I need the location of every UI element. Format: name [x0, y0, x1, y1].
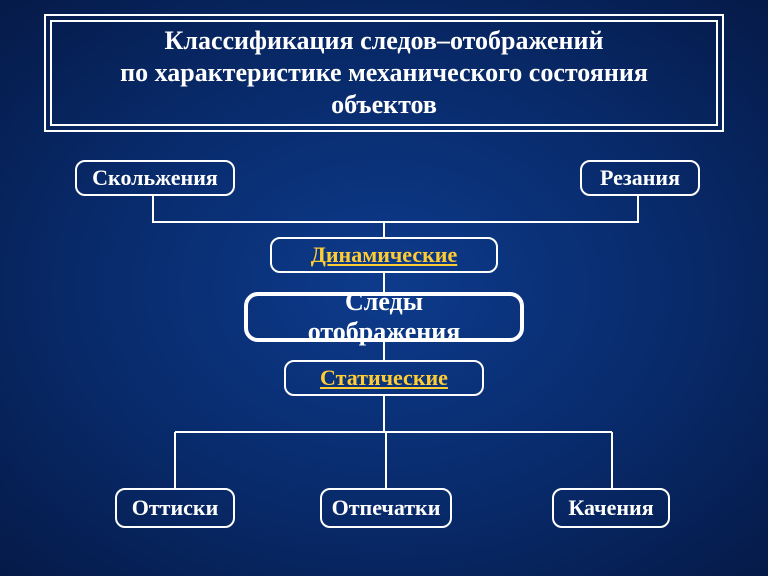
title-line-2: по характеристике механического состояни… [120, 58, 648, 88]
node-cutting: Резания [580, 160, 700, 196]
node-cutting-label: Резания [600, 165, 680, 191]
node-central: Следы отображения [244, 292, 524, 342]
node-prints-label: Отпечатки [332, 495, 441, 521]
connector [153, 196, 384, 237]
node-dynamic: Динамические [270, 237, 498, 273]
node-impress-label: Оттиски [132, 495, 219, 521]
title-inner: Классификация следов–отображений по хара… [50, 20, 718, 126]
title-line-1: Классификация следов–отображений [165, 26, 604, 56]
node-rolling: Качения [552, 488, 670, 528]
node-dynamic-label: Динамические [311, 242, 457, 268]
node-sliding: Скольжения [75, 160, 235, 196]
node-rolling-label: Качения [568, 495, 653, 521]
node-prints: Отпечатки [320, 488, 452, 528]
node-impress: Оттиски [115, 488, 235, 528]
node-static-label: Статические [320, 365, 448, 391]
connector [384, 196, 638, 222]
node-static: Статические [284, 360, 484, 396]
title-line-3: объектов [331, 90, 437, 120]
node-sliding-label: Скольжения [92, 165, 218, 191]
node-central-label: Следы отображения [272, 287, 496, 347]
title-frame: Классификация следов–отображений по хара… [44, 14, 724, 132]
